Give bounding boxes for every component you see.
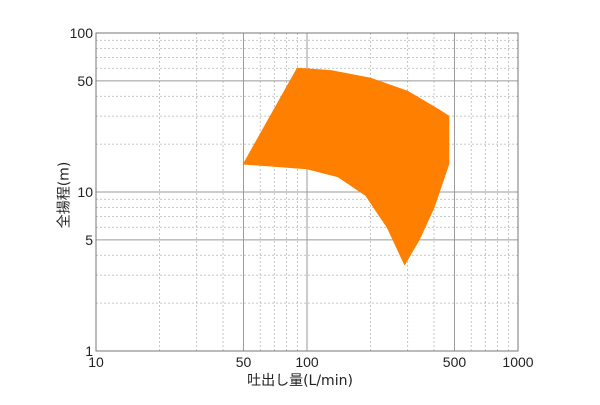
y-tick-label: 50 <box>77 73 93 89</box>
x-tick-label: 50 <box>236 354 252 370</box>
performance-region <box>242 67 450 266</box>
x-tick-labels: 10 50 100 500 1000 <box>88 354 534 370</box>
x-tick-label: 100 <box>295 354 319 370</box>
x-tick-label: 1000 <box>502 354 533 370</box>
y-tick-label: 1 <box>85 343 93 359</box>
x-tick-label: 500 <box>443 354 467 370</box>
y-axis-label: 全揚程(m) <box>56 161 72 229</box>
axes <box>95 32 519 352</box>
y-axis-label-box: 全揚程(m) <box>48 150 78 240</box>
y-tick-labels: 1 5 10 50 100 <box>70 25 94 359</box>
performance-region-layer <box>242 67 450 266</box>
x-axis-label: 吐出し量(L/min) <box>247 373 353 389</box>
y-tick-label: 10 <box>77 184 93 200</box>
plot-frame <box>95 32 519 352</box>
y-tick-label: 5 <box>85 232 93 248</box>
y-tick-label: 100 <box>70 25 94 41</box>
x-tick-label: 10 <box>88 354 104 370</box>
